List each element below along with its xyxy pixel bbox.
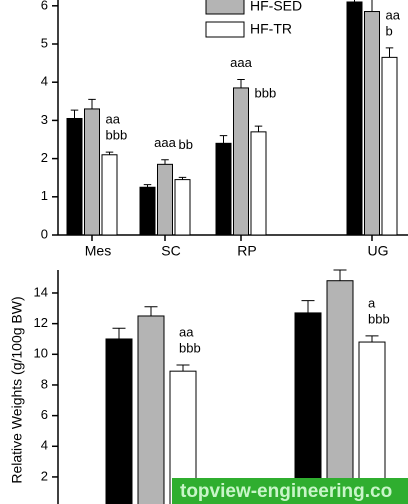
- error-bar: [176, 364, 190, 372]
- error-bar: [219, 135, 228, 144]
- bar: [215, 142, 232, 236]
- y-tick-label: 4: [41, 438, 48, 453]
- bar: [157, 163, 173, 236]
- bar: [233, 87, 249, 236]
- error-bar: [105, 151, 114, 155]
- legend-label: HF-SED: [250, 0, 302, 14]
- y-tick-label: 4: [41, 74, 48, 89]
- significance-label: aa: [179, 324, 194, 339]
- x-tick-label: Mes: [85, 243, 111, 259]
- significance-label: bb: [179, 137, 193, 152]
- y-tick-label: 12: [34, 315, 48, 330]
- bar: [174, 179, 191, 236]
- bar: [137, 315, 165, 504]
- error-bar: [385, 47, 394, 58]
- significance-label: a: [368, 295, 376, 310]
- x-tick-label: UG: [368, 243, 389, 259]
- error-bar: [70, 109, 79, 119]
- y-axis-label: Relative Weights (g/100g BW): [9, 296, 25, 483]
- y-tick-label: 6: [41, 407, 48, 422]
- bar: [250, 131, 267, 236]
- legend-label: HF-TR: [250, 21, 292, 37]
- x-tick-label: SC: [161, 243, 180, 259]
- y-tick-label: 2: [41, 468, 48, 483]
- significance-label: aaa: [154, 135, 176, 150]
- error-bar: [254, 125, 263, 132]
- x-tick-label: RP: [237, 243, 256, 259]
- legend-swatch: [205, 0, 245, 15]
- significance-label: b: [386, 23, 393, 38]
- y-tick-label: 14: [34, 284, 48, 299]
- watermark: topview-engineering.co: [180, 481, 392, 502]
- significance-label: bbb: [179, 340, 201, 355]
- bar: [84, 108, 100, 236]
- bar: [381, 56, 398, 236]
- error-bar: [88, 98, 96, 109]
- y-tick-label: 2: [41, 150, 48, 165]
- error-bar: [178, 176, 187, 180]
- error-bar: [301, 300, 315, 313]
- bar: [346, 1, 363, 236]
- error-bar: [112, 327, 126, 339]
- bar: [326, 280, 354, 504]
- y-tick-label: 0: [41, 226, 48, 241]
- bar: [364, 11, 380, 236]
- significance-label: bbb: [106, 128, 128, 143]
- significance-label: bbb: [255, 86, 277, 101]
- y-tick-label: 8: [41, 376, 48, 391]
- y-tick-label: 6: [41, 0, 48, 12]
- error-bar: [237, 79, 245, 88]
- bar: [294, 312, 322, 504]
- bar: [101, 154, 118, 236]
- error-bar: [143, 184, 152, 188]
- y-tick-label: 1: [41, 188, 48, 203]
- legend-swatch: [205, 21, 245, 38]
- significance-label: aa: [386, 7, 401, 22]
- bar: [139, 186, 156, 236]
- y-tick-label: 10: [34, 346, 48, 361]
- significance-label: aaa: [230, 55, 252, 70]
- y-tick-label: 5: [41, 35, 48, 50]
- error-bar: [365, 335, 379, 343]
- error-bar: [161, 159, 169, 165]
- significance-label: bbb: [368, 311, 390, 326]
- watermark-banner: [172, 478, 408, 504]
- bar: [105, 338, 133, 504]
- error-bar: [371, 0, 373, 12]
- y-tick-label: 3: [41, 112, 48, 127]
- bar: [66, 117, 83, 236]
- significance-label: aa: [106, 112, 121, 127]
- error-bar: [144, 306, 158, 316]
- error-bar: [333, 269, 347, 281]
